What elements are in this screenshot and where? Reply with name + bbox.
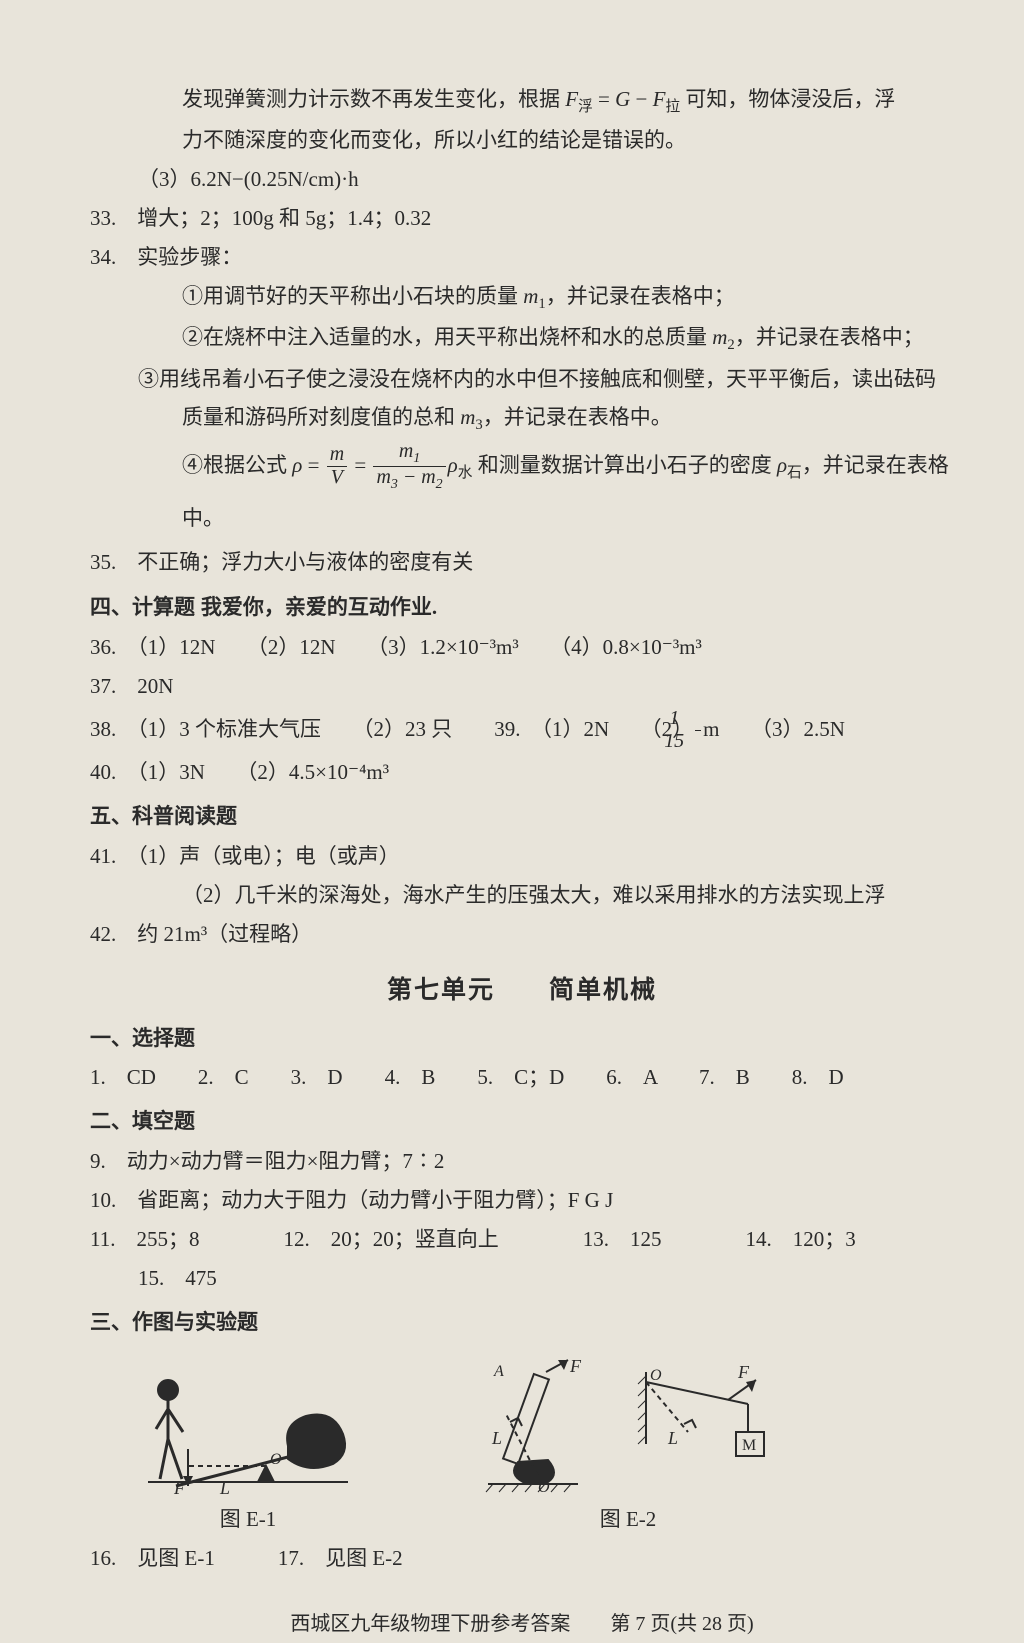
svg-text:O: O xyxy=(538,1479,550,1494)
para-32-line2: 力不随深度的变化而变化，所以小红的结论是错误的。 xyxy=(90,121,954,160)
txt: 四、计算题 xyxy=(90,596,201,619)
unit-7-title: 第七单元 简单机械 xyxy=(90,967,954,1013)
q11-15: 11. 255；8 12. 20；20；竖直向上 13. 125 14. 120… xyxy=(90,1220,954,1298)
sub3: 3 xyxy=(475,418,482,434)
q42: 42. 约 21m³（过程略） xyxy=(90,915,954,954)
txt: 可知，物体浸没后，浮 xyxy=(680,87,895,111)
section-4-heading: 四、计算题 我爱你，亲爱的互动作业. xyxy=(90,588,954,628)
txt: m （3）2.5N xyxy=(703,717,845,741)
var-m: m xyxy=(712,325,727,349)
txt: ④根据公式 xyxy=(182,453,292,477)
unit7-sec3: 三、作图与实验题 xyxy=(90,1304,954,1343)
q38-39: 38. （1）3 个标准大气压 （2）23 只 39. （1）2N （2）115… xyxy=(90,706,954,754)
figure-e2: O F A L O xyxy=(448,1354,808,1494)
figure-e1-caption: 图 E-1 xyxy=(138,1500,358,1539)
para-32-line1: 发现弹簧测力计示数不再发生变化，根据 F浮 = G − F拉 可知，物体浸没后，… xyxy=(90,80,954,121)
svg-text:F: F xyxy=(569,1356,582,1376)
section-5-heading: 五、科普阅读题 xyxy=(90,798,954,837)
page-footer: 西城区九年级物理下册参考答案 第 7 页(共 28 页) xyxy=(90,1606,954,1643)
svg-text:L: L xyxy=(491,1428,502,1448)
unit7-select: 1. CD 2. C 3. D 4. B 5. C；D 6. A 7. B 8.… xyxy=(90,1058,954,1097)
txt: ①用调节好的天平称出小石块的质量 xyxy=(182,284,523,308)
q34-step2: ②在烧杯中注入适量的水，用天平称出烧杯和水的总质量 m2，并记录在表格中； xyxy=(90,318,954,359)
figure-e2-caption: 图 E-2 xyxy=(448,1500,808,1539)
q34-step1: ①用调节好的天平称出小石块的质量 m1，并记录在表格中； xyxy=(90,277,954,318)
q41-1: 41. （1）声（或电）；电（或声） xyxy=(90,837,954,876)
txt: 发现弹簧测力计示数不再发生变化，根据 xyxy=(182,87,565,111)
svg-text:L: L xyxy=(667,1428,678,1448)
q9: 9. 动力×动力臂＝阻力×阻力臂；7∶2 xyxy=(90,1142,954,1181)
q34-heading: 34. 实验步骤： xyxy=(90,238,954,277)
q32-3: （3）6.2N−(0.25N/cm)·h xyxy=(90,160,954,199)
figure-e2-block: O F A L O xyxy=(448,1354,808,1539)
figure-row: O F L 图 E-1 xyxy=(90,1354,954,1539)
txt: ②在烧杯中注入适量的水，用天平称出烧杯和水的总质量 xyxy=(182,325,712,349)
figure-e1-block: O F L 图 E-1 xyxy=(138,1354,358,1539)
q40: 40. （1）3N （2）4.5×10⁻⁴m³ xyxy=(90,753,954,792)
txt: 和测量数据计算出小石子的密度 xyxy=(472,453,777,477)
sub-stone: 石 xyxy=(787,465,802,481)
svg-text:O: O xyxy=(650,1367,662,1384)
var-rho: ρ xyxy=(777,453,787,477)
var-m: m xyxy=(460,405,475,429)
q37: 37. 20N xyxy=(90,667,954,706)
figure-e1: O F L xyxy=(138,1354,358,1494)
txt: 38. （1）3 个标准大气压 （2）23 只 39. （1）2N （2） xyxy=(90,717,693,741)
q36: 36. （1）12N （2）12N （3）1.2×10⁻³m³ （4）0.8×1… xyxy=(90,628,954,667)
q35: 35. 不正确；浮力大小与液体的密度有关 xyxy=(90,543,954,582)
txt: ，并记录在表格中； xyxy=(546,284,735,308)
svg-text:F: F xyxy=(173,1478,186,1494)
q34-step3: ③用线吊着小石子使之浸没在烧杯内的水中但不接触底和侧壁，天平平衡后，读出砝码质量… xyxy=(90,360,954,440)
q10: 10. 省距离；动力大于阻力（动力臂小于阻力臂）；F G J xyxy=(90,1181,954,1220)
q34-step4: ④根据公式 ρ = mV = m1m3 − m2ρ水 和测量数据计算出小石子的密… xyxy=(90,440,954,543)
txt: ，并记录在表格中。 xyxy=(483,405,672,429)
svg-text:F: F xyxy=(737,1362,750,1382)
svg-text:A: A xyxy=(493,1363,504,1380)
svg-text:M: M xyxy=(742,1437,756,1454)
sub2: 2 xyxy=(727,337,734,353)
svg-text:L: L xyxy=(219,1478,230,1494)
unit7-sec2: 二、填空题 xyxy=(90,1103,954,1142)
svg-text:O: O xyxy=(270,1451,282,1468)
unit7-sec1: 一、选择题 xyxy=(90,1020,954,1059)
handwritten-note: 我爱你，亲爱的互动作业. xyxy=(201,595,437,619)
q33: 33. 增大；2；100g 和 5g；1.4；0.32 xyxy=(90,199,954,238)
q41-2: （2）几千米的深海处，海水产生的压强太大，难以采用排水的方法实现上浮 xyxy=(90,876,954,915)
sub1: 1 xyxy=(538,296,545,312)
var-m: m xyxy=(523,284,538,308)
q16-17: 16. 见图 E-1 17. 见图 E-2 xyxy=(90,1539,954,1578)
txt: ，并记录在表格中； xyxy=(735,325,924,349)
